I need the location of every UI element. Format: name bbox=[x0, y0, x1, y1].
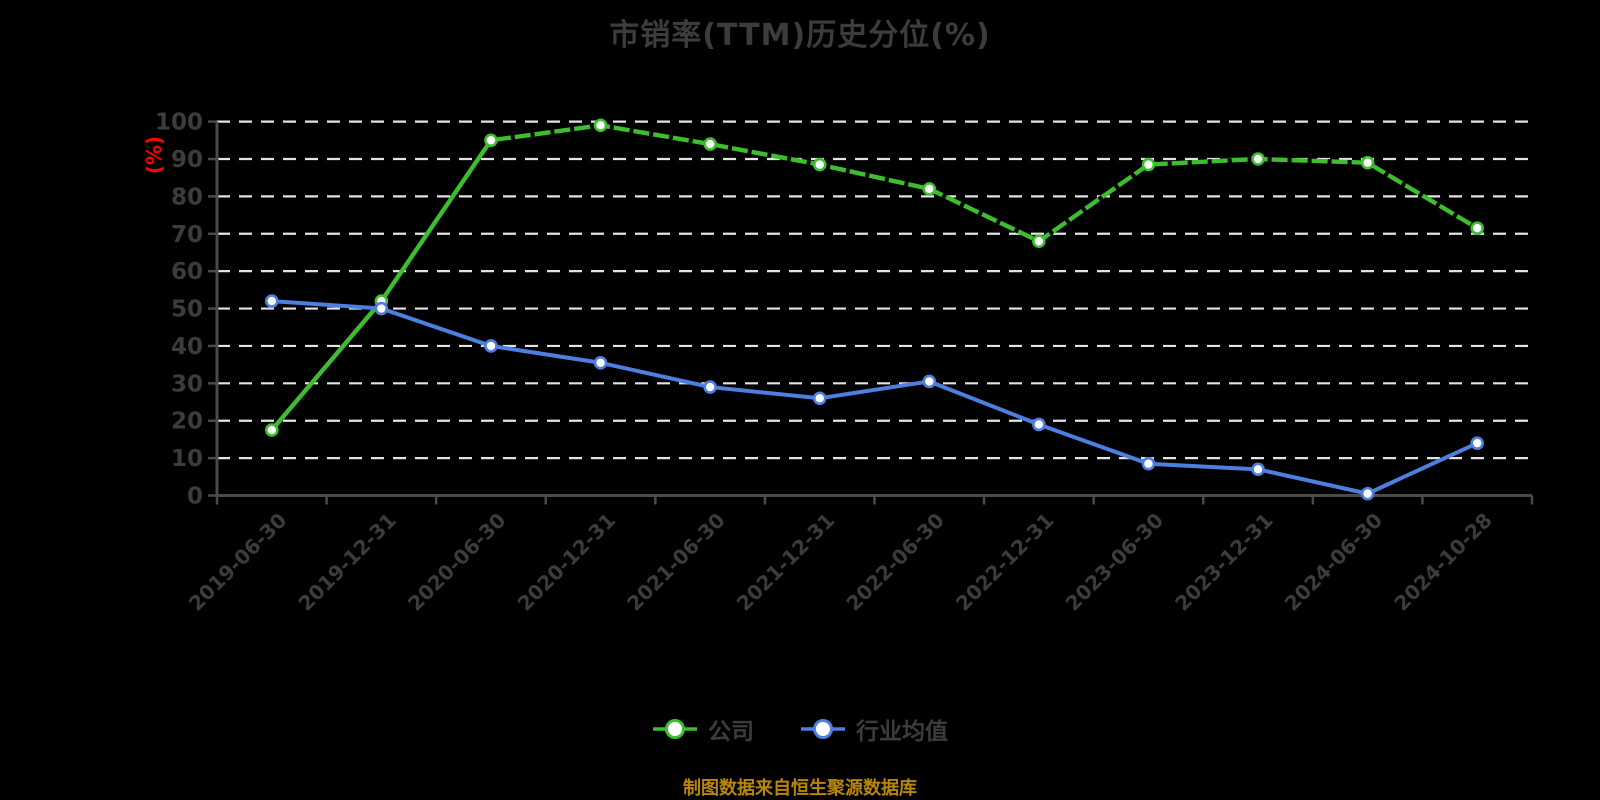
y-tick-label: 50 bbox=[171, 297, 203, 323]
series-1 bbox=[264, 294, 1485, 501]
legend-item-industry-average[interactable]: 行业均值 bbox=[800, 712, 948, 746]
data-point-marker bbox=[1251, 462, 1265, 477]
y-tick-label: 10 bbox=[171, 446, 203, 472]
y-tick-label: 70 bbox=[171, 222, 203, 248]
data-point-marker bbox=[1032, 417, 1046, 432]
data-point-marker bbox=[593, 355, 608, 370]
y-tick-label: 40 bbox=[171, 334, 203, 360]
series-0-dash-overlay bbox=[490, 123, 1479, 244]
legend-item-company[interactable]: 公司 bbox=[652, 712, 754, 746]
y-tick-label: 80 bbox=[171, 184, 203, 210]
x-tick-label: 2020-06-30 bbox=[403, 508, 510, 615]
data-point-marker bbox=[703, 137, 717, 151]
chart-title: 市销率(TTM)历史分位(%) bbox=[609, 18, 991, 53]
data-point-marker bbox=[1470, 436, 1485, 450]
series-0 bbox=[264, 118, 1485, 437]
legend-label-company: 公司 bbox=[708, 719, 754, 745]
data-point-marker bbox=[1032, 234, 1046, 249]
axes: 0 10 20 30 40 50 60 70 80 90 100 2019-06-30 2019-12-… bbox=[155, 110, 1534, 616]
legend: 公司 行业均值 bbox=[0, 712, 1600, 746]
x-tick-label: 2023-12-31 bbox=[1170, 508, 1277, 615]
legend-label-industry-average: 行业均值 bbox=[856, 719, 948, 745]
data-point-marker bbox=[703, 380, 717, 394]
data-point-marker bbox=[1251, 152, 1265, 166]
data-point-marker bbox=[484, 133, 498, 148]
data-point-marker bbox=[922, 182, 937, 196]
x-tick-label: 2021-06-30 bbox=[622, 508, 729, 615]
x-tick-label: 2019-06-30 bbox=[184, 508, 291, 615]
gridlines bbox=[217, 120, 1532, 460]
y-tick-label: 90 bbox=[171, 147, 203, 173]
data-point-marker bbox=[1470, 221, 1485, 235]
data-point-marker bbox=[264, 294, 279, 308]
data-point-marker bbox=[922, 374, 937, 389]
data-point-marker bbox=[812, 157, 827, 172]
data-point-marker bbox=[264, 423, 279, 437]
data-point-marker bbox=[812, 391, 827, 406]
y-tick-label: 0 bbox=[187, 484, 203, 510]
x-tick-label: 2024-06-30 bbox=[1280, 508, 1387, 615]
data-point-marker bbox=[1360, 155, 1375, 170]
x-tick-label: 2019-12-31 bbox=[293, 508, 400, 615]
x-tick-label: 2020-12-31 bbox=[513, 508, 620, 615]
data-point-marker bbox=[1360, 486, 1375, 501]
data-point-marker bbox=[374, 301, 389, 316]
x-tick-label: 2022-12-31 bbox=[951, 508, 1058, 615]
data-point-marker bbox=[1141, 157, 1156, 172]
data-point-marker bbox=[593, 118, 608, 133]
x-tick-label: 2024-10-28 bbox=[1389, 508, 1496, 615]
y-tick-label: 100 bbox=[155, 110, 203, 136]
y-tick-label: 20 bbox=[171, 409, 203, 435]
data-point-marker bbox=[484, 339, 498, 353]
x-tick-label: 2021-12-31 bbox=[732, 508, 839, 615]
x-tick-label: 2022-06-30 bbox=[841, 508, 948, 615]
industry-line-marker-icon bbox=[801, 719, 845, 739]
data-source-note: 制图数据来自恒生聚源数据库 bbox=[683, 778, 917, 799]
y-tick-label: 60 bbox=[171, 259, 203, 285]
y-tick-label: 30 bbox=[171, 371, 203, 397]
x-tick-label: 2023-06-30 bbox=[1061, 508, 1168, 615]
data-point-marker bbox=[1141, 456, 1156, 471]
company-line-marker-icon bbox=[653, 719, 697, 739]
